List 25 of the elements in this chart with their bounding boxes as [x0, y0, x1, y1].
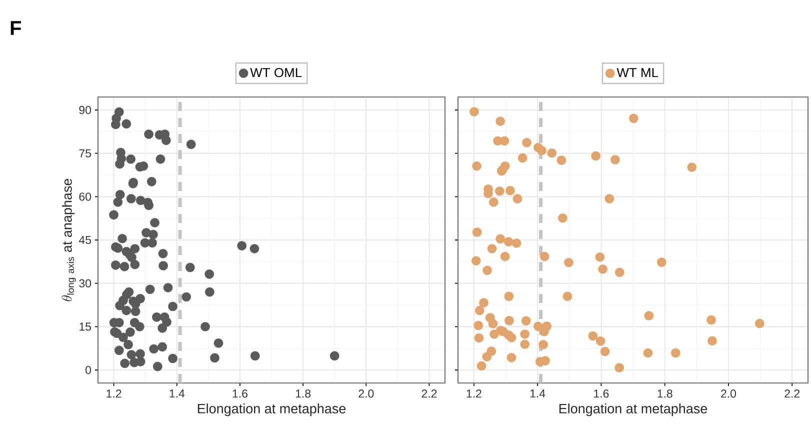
x-tick-label: 1.2 — [106, 390, 122, 398]
y-tick-label: 90 — [79, 106, 92, 114]
legend-label: WT OML — [250, 68, 302, 78]
y-tick-label: 30 — [79, 279, 92, 288]
x-tick-label: 1.6 — [232, 390, 248, 398]
x-tick-label: 1.8 — [658, 390, 672, 398]
x-tick-label: 2.0 — [721, 390, 736, 398]
x-tick-label: 1.2 — [466, 390, 482, 398]
text: F — [10, 21, 22, 35]
x-tick-label: 2.2 — [784, 390, 800, 398]
y-axis-title: $\theta_{\mathrm{long\ axis}}\ \mathrm{at\ anaphase}$ — [62, 178, 76, 302]
y-tick-label: 45 — [78, 236, 91, 244]
y-tick-label: 15 — [80, 322, 91, 331]
x-axis-title: Elongation at metaphase — [559, 404, 708, 416]
x-tick-label: 2.0 — [358, 390, 374, 398]
y-tick-label: 0 — [86, 366, 92, 374]
y-tick-label: 60 — [79, 192, 92, 201]
x-tick-label: 1.6 — [594, 390, 609, 398]
x-tick-label: 2.2 — [422, 390, 437, 398]
x-tick-label: 1.4 — [530, 390, 546, 398]
x-tick-label: 1.8 — [296, 390, 311, 398]
x-axis-title: Elongation at metaphase — [198, 404, 346, 416]
y-tick-label: 75 — [79, 149, 91, 158]
legend-label: WT ML — [616, 68, 658, 78]
x-tick-label: 1.4 — [170, 390, 185, 398]
